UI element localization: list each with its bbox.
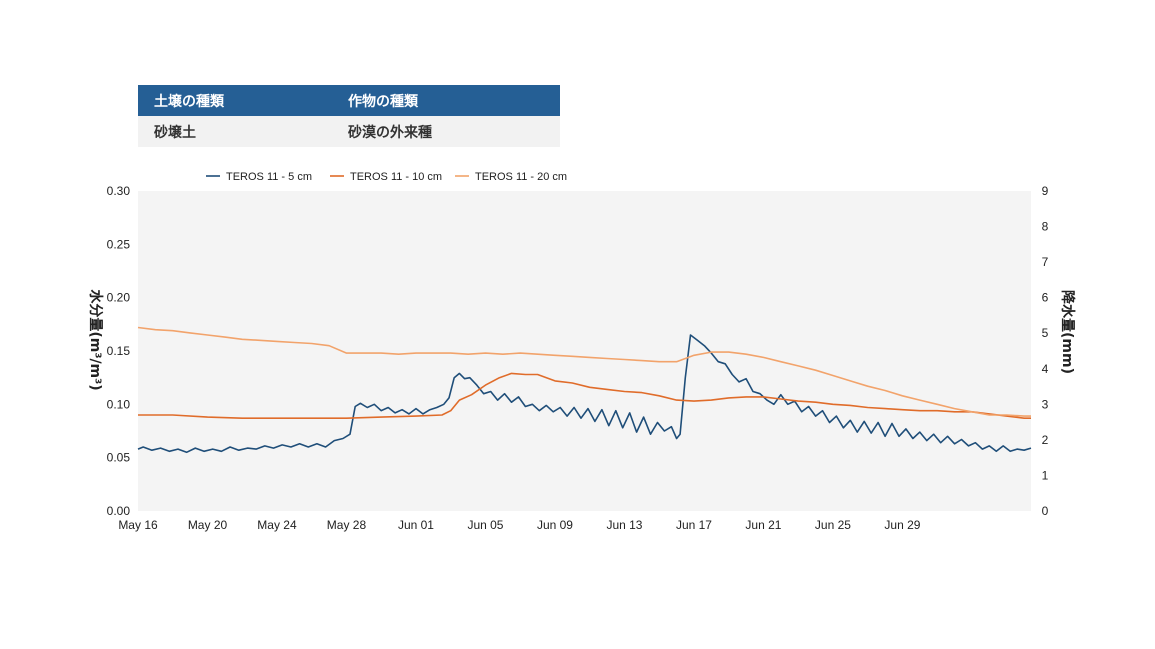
legend-item: TEROS 11 - 10 cm <box>330 171 442 183</box>
series-line <box>138 372 1031 419</box>
info-table-header-row: 土壌の種類 作物の種類 <box>138 85 560 116</box>
x-tick-label: Jun 29 <box>884 518 920 532</box>
x-tick-label: Jun 09 <box>537 518 573 532</box>
left-y-tick-label: 0.20 <box>107 291 131 305</box>
left-y-tick-label: 0.30 <box>107 184 131 198</box>
left-y-axis: 0.00 0.05 0.10 0.15 0.20 0.25 0.30 <box>107 184 131 518</box>
crop-type-header: 作物の種類 <box>348 93 418 110</box>
x-tick-label: Jun 01 <box>398 518 434 532</box>
right-y-tick-label: 2 <box>1042 433 1049 447</box>
right-y-tick-label: 7 <box>1042 255 1049 269</box>
soil-crop-info-table: 土壌の種類 作物の種類 砂壌土 砂漠の外来種 <box>138 85 560 147</box>
right-axis-title: 降水量(mm) <box>1059 290 1076 374</box>
legend-item: TEROS 11 - 5 cm <box>206 171 312 183</box>
x-tick-label: Jun 13 <box>606 518 642 532</box>
right-y-tick-label: 4 <box>1042 362 1049 376</box>
right-y-axis: 0 1 2 3 4 5 6 7 8 9 <box>1042 184 1049 518</box>
left-y-tick-label: 0.15 <box>107 344 131 358</box>
right-y-tick-label: 5 <box>1042 326 1049 340</box>
x-tick-label: May 20 <box>188 518 228 532</box>
right-y-tick-label: 1 <box>1042 468 1049 482</box>
series-layer <box>137 326 1032 454</box>
series-line <box>137 326 1031 417</box>
x-tick-label: May 16 <box>118 518 158 532</box>
plot-area <box>138 191 1031 511</box>
legend-label: TEROS 11 - 10 cm <box>350 171 442 183</box>
left-axis-title: 水分量(m³/m³) <box>87 289 104 390</box>
left-y-tick-label: 0.05 <box>107 451 131 465</box>
right-y-tick-label: 6 <box>1042 291 1049 305</box>
soil-type-header: 土壌の種類 <box>154 93 224 110</box>
x-tick-label: May 24 <box>257 518 297 532</box>
right-y-tick-label: 3 <box>1042 397 1049 411</box>
legend-label: TEROS 11 - 5 cm <box>226 171 312 183</box>
right-y-tick-label: 0 <box>1042 504 1049 518</box>
series-line <box>137 334 1032 454</box>
right-y-tick-label: 8 <box>1042 220 1049 234</box>
info-table-value-row: 砂壌土 砂漠の外来種 <box>138 116 560 147</box>
x-tick-label: Jun 05 <box>467 518 503 532</box>
right-y-tick-label: 9 <box>1042 184 1049 198</box>
x-tick-label: Jun 25 <box>815 518 851 532</box>
crop-type-value: 砂漠の外来種 <box>348 124 432 141</box>
legend-item: TEROS 11 - 20 cm <box>455 171 567 183</box>
x-tick-label: Jun 17 <box>676 518 712 532</box>
x-axis: May 16 May 20 May 24 May 28 Jun 01 Jun 05 Jun … <box>118 518 920 532</box>
legend: TEROS 11 - 5 cm TEROS 11 - 10 cm TEROS 11 … <box>206 171 567 183</box>
soil-type-value: 砂壌土 <box>154 124 196 141</box>
x-tick-label: Jun 21 <box>745 518 781 532</box>
left-y-tick-label: 0.10 <box>107 397 131 411</box>
left-y-tick-label: 0.25 <box>107 237 131 251</box>
x-tick-label: May 28 <box>327 518 367 532</box>
left-y-tick-label: 0.00 <box>107 504 131 518</box>
legend-label: TEROS 11 - 20 cm <box>475 171 567 183</box>
